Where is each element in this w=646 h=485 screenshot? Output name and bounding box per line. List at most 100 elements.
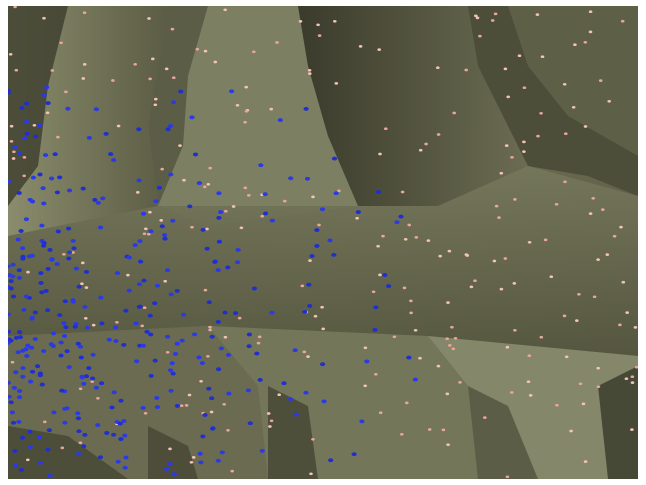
pink-particle — [535, 13, 540, 16]
blue-particle — [23, 347, 29, 352]
pink-particle — [483, 416, 487, 419]
pink-particle — [26, 458, 30, 462]
pink-particle — [165, 350, 170, 354]
blue-particle — [104, 431, 110, 435]
blue-particle — [36, 435, 42, 440]
blue-particle — [37, 123, 43, 128]
pink-particle — [451, 347, 456, 351]
pink-particle — [630, 428, 634, 431]
pink-particle — [308, 259, 312, 262]
blue-particle — [148, 332, 154, 337]
blue-particle — [123, 308, 129, 313]
blue-particle — [156, 185, 162, 190]
pink-particle — [237, 316, 242, 320]
blue-particle — [24, 354, 30, 358]
blue-particle — [178, 89, 184, 94]
render-view — [8, 6, 638, 479]
blue-particle — [306, 282, 312, 287]
blue-particle — [136, 282, 143, 287]
blue-particle — [80, 186, 86, 191]
pink-particle — [513, 198, 517, 201]
blue-particle — [277, 118, 283, 123]
blue-particle — [246, 332, 252, 337]
blue-particle — [141, 211, 147, 216]
pink-particle — [321, 327, 326, 331]
blue-particle — [314, 228, 320, 233]
ridge — [148, 6, 358, 226]
pink-particle — [154, 97, 158, 101]
blue-particle — [8, 90, 11, 95]
pink-particle — [203, 185, 207, 189]
blue-particle — [162, 233, 168, 238]
blue-particle — [225, 265, 231, 270]
pink-particle — [206, 182, 211, 186]
pink-particle — [405, 401, 409, 405]
blue-particle — [11, 385, 17, 390]
blue-particle — [148, 373, 154, 378]
blue-particle — [76, 451, 82, 456]
blue-particle — [281, 381, 287, 386]
blue-particle — [304, 176, 311, 181]
blue-particle — [115, 459, 121, 464]
blue-particle — [226, 391, 232, 396]
blue-particle — [81, 444, 87, 449]
blue-particle — [206, 386, 212, 391]
blue-particle — [86, 135, 92, 140]
blue-particle — [64, 349, 70, 354]
pink-particle — [512, 282, 517, 285]
blue-particle — [72, 324, 78, 329]
pink-particle — [147, 17, 151, 20]
blue-particle — [126, 255, 132, 260]
pink-particle — [208, 325, 212, 329]
blue-particle — [92, 198, 98, 202]
blue-particle — [216, 191, 222, 196]
pink-particle — [583, 460, 588, 463]
blue-particle — [134, 359, 140, 364]
pink-particle — [275, 41, 279, 44]
blue-particle — [73, 321, 79, 326]
pink-particle — [598, 79, 603, 82]
pink-particle — [526, 380, 531, 384]
pink-particle — [317, 223, 321, 227]
pink-particle — [499, 287, 504, 291]
pink-particle — [504, 144, 509, 147]
blue-particle — [16, 275, 22, 280]
blue-particle — [90, 376, 96, 381]
pink-particle — [133, 62, 137, 66]
blue-particle — [8, 338, 14, 343]
blue-particle — [12, 449, 18, 453]
blue-particle — [168, 172, 174, 177]
pink-particle — [418, 356, 422, 360]
pink-particle — [223, 8, 227, 12]
blue-particle — [49, 257, 55, 262]
blue-particle — [62, 420, 68, 425]
pink-particle — [208, 166, 212, 170]
blue-particle — [29, 315, 35, 320]
pink-particle — [562, 82, 567, 86]
blue-particle — [259, 448, 265, 453]
blue-particle — [73, 266, 79, 271]
blue-particle — [16, 268, 22, 273]
pink-particle — [478, 34, 482, 38]
blue-particle — [172, 351, 179, 356]
blue-particle — [216, 215, 222, 220]
pink-particle — [569, 429, 573, 433]
pink-particle — [490, 19, 495, 22]
pink-particle — [9, 140, 14, 143]
blue-particle — [24, 131, 30, 136]
blue-particle — [192, 152, 199, 157]
pink-particle — [630, 381, 635, 384]
pink-particle — [376, 244, 380, 248]
blue-particle — [309, 254, 315, 259]
pink-particle — [392, 335, 397, 339]
pink-particle — [424, 142, 428, 146]
blue-particle — [8, 312, 11, 317]
pink-particle — [564, 355, 569, 359]
pink-particle — [239, 226, 244, 230]
pink-particle — [571, 105, 576, 109]
blue-particle — [16, 191, 22, 195]
blue-particle — [199, 361, 205, 366]
pink-particle — [378, 273, 382, 277]
blue-particle — [41, 349, 47, 354]
blue-particle — [83, 269, 90, 274]
